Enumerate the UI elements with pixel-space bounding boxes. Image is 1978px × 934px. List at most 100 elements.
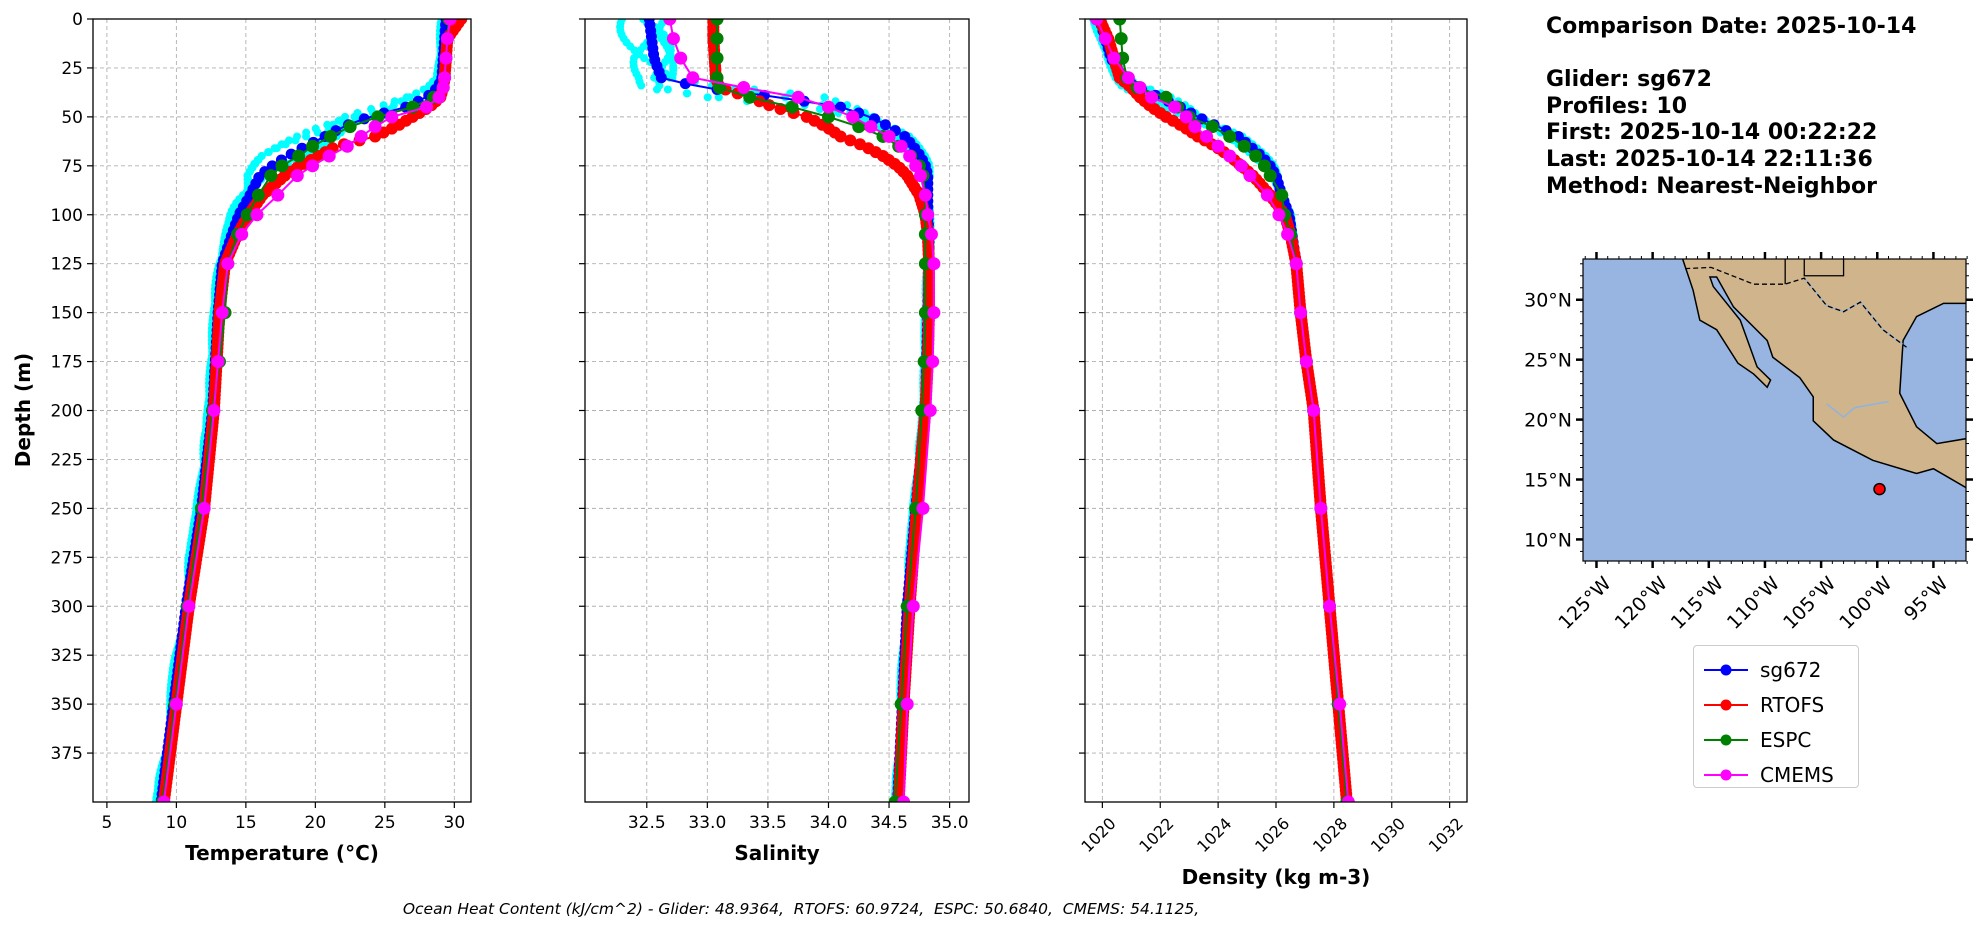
data-point bbox=[1211, 139, 1225, 153]
glider-individual-profiles bbox=[151, 19, 453, 802]
legend-item-RTOFS: RTOFS bbox=[1694, 687, 1858, 722]
glider-profile-point bbox=[820, 93, 829, 102]
data-point bbox=[906, 599, 920, 613]
data-point bbox=[927, 306, 941, 320]
glider-profile-point bbox=[637, 81, 646, 90]
data-point bbox=[846, 110, 860, 124]
lat-tick-label: 20°N bbox=[1524, 410, 1572, 432]
lon-tick-label: 95°W bbox=[1900, 572, 1953, 625]
data-point bbox=[207, 404, 221, 417]
data-point bbox=[197, 501, 211, 515]
data-point bbox=[1237, 139, 1251, 153]
y-tick-label: 275 bbox=[51, 548, 83, 568]
data-point bbox=[900, 697, 914, 711]
glider-profile-point bbox=[714, 93, 723, 102]
x-tick-label: 1022 bbox=[1135, 814, 1177, 856]
data-point bbox=[1168, 100, 1182, 114]
data-point bbox=[923, 404, 937, 417]
glider-profile-point bbox=[655, 81, 664, 90]
data-point bbox=[926, 355, 940, 369]
glider-profile-point bbox=[640, 54, 649, 63]
data-point bbox=[864, 120, 878, 134]
legend-item-CMEMS: CMEMS bbox=[1694, 757, 1858, 792]
data-point bbox=[266, 160, 278, 172]
glider-profile-point bbox=[367, 105, 376, 114]
legend-marker-icon bbox=[1704, 699, 1748, 710]
glider-profile-point bbox=[703, 93, 712, 102]
data-point bbox=[264, 169, 278, 183]
data-point bbox=[385, 110, 399, 124]
glider-profile-point bbox=[264, 148, 273, 157]
x-tick-label: 5 bbox=[101, 813, 112, 833]
data-point bbox=[343, 120, 357, 134]
x-axis-label: Salinity bbox=[734, 841, 819, 865]
data-point bbox=[918, 188, 932, 202]
data-point bbox=[674, 51, 688, 65]
data-point bbox=[157, 795, 171, 802]
glider-profile-point bbox=[402, 93, 411, 102]
y-tick-label: 0 bbox=[72, 10, 83, 30]
y-tick-label: 350 bbox=[51, 695, 83, 715]
lat-tick-label: 25°N bbox=[1524, 350, 1572, 372]
data-point bbox=[1114, 32, 1128, 46]
y-tick-label: 225 bbox=[51, 450, 83, 470]
glider-profile-point bbox=[291, 136, 300, 145]
x-tick-label: 1020 bbox=[1077, 814, 1119, 856]
data-point bbox=[436, 81, 450, 95]
data-point bbox=[821, 110, 835, 124]
y-tick-label: 175 bbox=[51, 353, 83, 373]
data-point bbox=[369, 130, 382, 143]
x-tick-label: 1032 bbox=[1425, 814, 1467, 856]
lat-tick-label: 10°N bbox=[1524, 529, 1572, 551]
legend-label: sg672 bbox=[1760, 657, 1822, 682]
lat-tick-label: 30°N bbox=[1524, 290, 1572, 312]
x-axis-label: Density (kg m-3) bbox=[1182, 865, 1371, 889]
data-point bbox=[1107, 51, 1121, 65]
data-point bbox=[852, 120, 866, 134]
data-point bbox=[1098, 32, 1112, 46]
data-point bbox=[240, 208, 254, 222]
glider-location-marker bbox=[1873, 482, 1886, 496]
data-point bbox=[882, 129, 896, 143]
data-point bbox=[1121, 71, 1135, 85]
data-point bbox=[1200, 129, 1214, 143]
legend-label: CMEMS bbox=[1760, 762, 1834, 787]
lon-tick-label: 110°W bbox=[1723, 572, 1784, 633]
profile-count: Profiles: 10 bbox=[1546, 93, 1688, 119]
data-point bbox=[420, 100, 434, 114]
data-point bbox=[834, 130, 847, 143]
data-point bbox=[211, 355, 225, 369]
data-point bbox=[1314, 501, 1328, 515]
legend-item-ESPC: ESPC bbox=[1694, 722, 1858, 757]
y-tick-label: 125 bbox=[51, 255, 83, 275]
data-point bbox=[1223, 149, 1237, 163]
data-point bbox=[340, 139, 354, 153]
glider-name: Glider: sg672 bbox=[1546, 67, 1712, 93]
data-point bbox=[1323, 599, 1337, 613]
data-point bbox=[221, 257, 235, 271]
data-point bbox=[1159, 90, 1173, 104]
data-point bbox=[322, 149, 336, 163]
glider-profile-point bbox=[341, 112, 350, 121]
glider-profile-point bbox=[272, 144, 281, 153]
data-point bbox=[1257, 159, 1271, 173]
legend-item-sg672: sg672 bbox=[1694, 652, 1858, 687]
data-point bbox=[903, 149, 917, 163]
data-point bbox=[432, 90, 446, 104]
lon-tick-label: 125°W bbox=[1554, 572, 1615, 633]
legend-marker-icon bbox=[1704, 769, 1748, 780]
info-panel: Comparison Date: 2025-10-14 Glider: sg67… bbox=[1546, 14, 1916, 200]
data-point bbox=[791, 90, 805, 104]
y-tick-label: 50 bbox=[61, 108, 83, 128]
method: Method: Nearest-Neighbor bbox=[1546, 173, 1877, 199]
lat-tick-label: 15°N bbox=[1524, 470, 1572, 492]
data-point bbox=[290, 169, 304, 183]
first-time: First: 2025-10-14 00:22:22 bbox=[1546, 120, 1878, 146]
glider-profile-point bbox=[390, 97, 399, 106]
glider-profile-point bbox=[379, 101, 388, 110]
data-point bbox=[215, 306, 229, 320]
data-point bbox=[1294, 306, 1308, 320]
data-point bbox=[663, 19, 677, 26]
data-point bbox=[438, 71, 452, 85]
